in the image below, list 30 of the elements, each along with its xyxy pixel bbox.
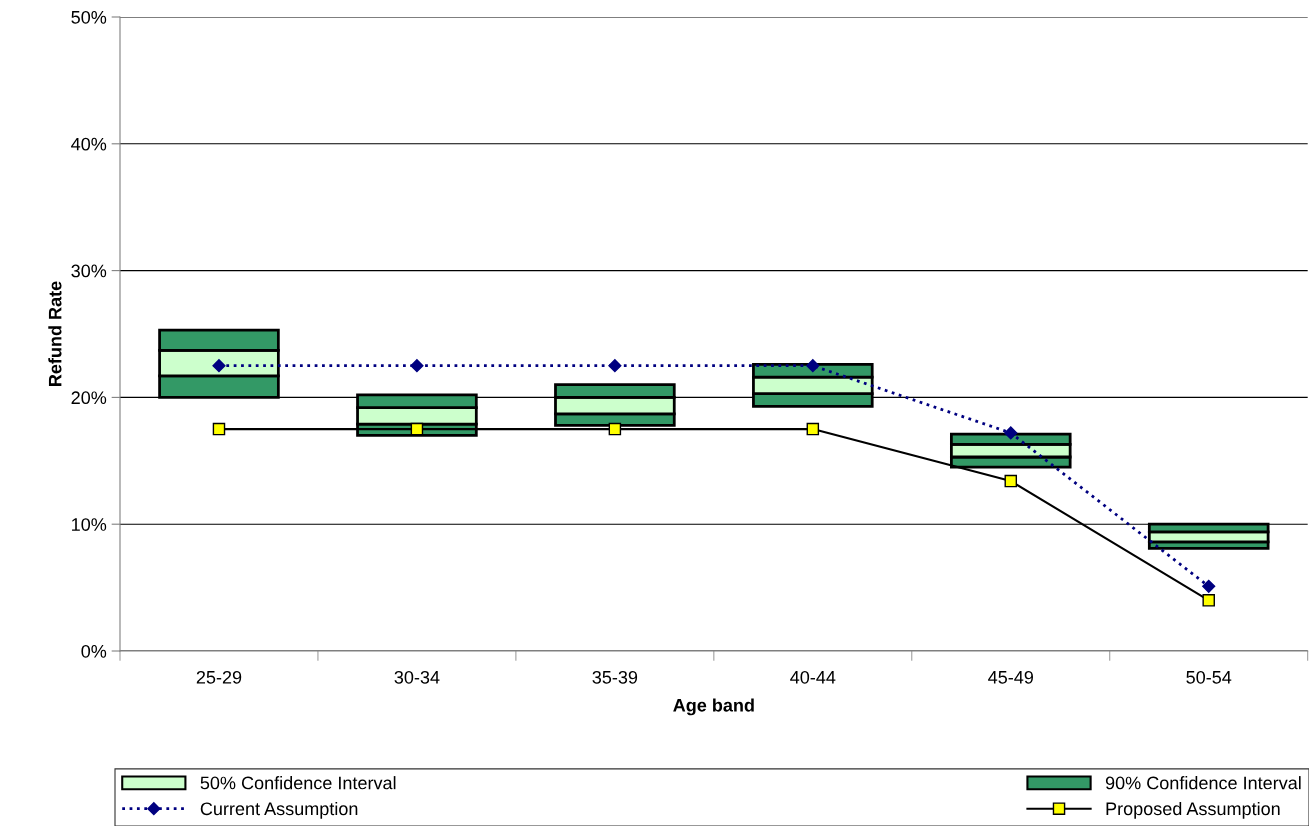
legend-label: Proposed Assumption: [1106, 801, 1280, 819]
x-tick-label: 50-54: [1186, 670, 1232, 684]
y-tick-label: 40%: [71, 137, 107, 151]
point: [1202, 594, 1215, 607]
point: [608, 422, 622, 436]
legend-label: 50% Confidence Interval: [200, 776, 396, 790]
x-axis-title: Age band: [673, 698, 754, 716]
y-tick-label: 20%: [71, 391, 107, 405]
legend-label: Current Assumption: [200, 801, 358, 819]
x-tick-label: 25-29: [196, 670, 242, 684]
point: [1004, 474, 1018, 488]
point: [806, 422, 820, 436]
point: [410, 359, 424, 373]
x-tick-label: 30-34: [394, 670, 440, 684]
y-tick-label: 0%: [81, 644, 107, 658]
point: [1202, 579, 1216, 593]
y-tick-label: 10%: [72, 518, 107, 531]
x-tick-label: 35-39: [592, 670, 638, 684]
y-tick-label: 50%: [71, 10, 107, 24]
point: [410, 422, 424, 436]
y-axis-title: Refund Rate: [48, 281, 62, 386]
y-tick-label: 30%: [71, 264, 107, 278]
point: [212, 422, 226, 436]
x-tick-label: 45-49: [988, 670, 1033, 684]
x-tick-label: 40-44: [790, 670, 836, 684]
legend-label: 90% Confidence Interval: [1105, 776, 1301, 790]
point: [1004, 426, 1018, 440]
point: [806, 359, 820, 373]
point: [608, 359, 622, 373]
point: [212, 359, 226, 373]
